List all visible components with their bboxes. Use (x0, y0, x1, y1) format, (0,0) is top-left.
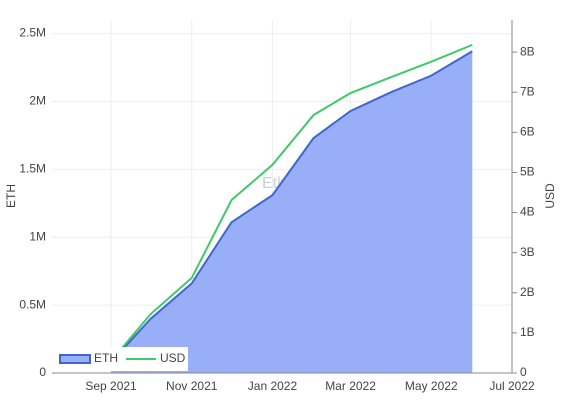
x-tick-label: Nov 2021 (166, 379, 218, 393)
area (111, 51, 473, 373)
y2-tick-label: 7B (520, 84, 535, 98)
legend-label: ETH (94, 351, 118, 365)
x-tick-label: Jul 2022 (489, 379, 535, 393)
line (110, 43, 473, 362)
x-tick-label: Sep 2021 (85, 379, 137, 393)
y2-tick-label: 0 (520, 365, 527, 379)
line (110, 50, 473, 363)
y-tick-label: 0.5M (19, 297, 46, 311)
legend-swatch (59, 354, 91, 364)
y2-tick-label: 2B (520, 285, 535, 299)
y2-axis-title: USD (543, 183, 557, 209)
y-tick-label: 1M (29, 229, 46, 243)
y2-tick-label: 4B (520, 205, 535, 219)
x-tick-label: Jan 2022 (248, 379, 298, 393)
y2-tick-label: 1B (520, 325, 535, 339)
y-tick-label: 1.5M (19, 162, 46, 176)
y2-tick-label: 6B (520, 124, 535, 138)
y2-tick-label: 5B (520, 165, 535, 179)
y-axis-title: ETH (4, 184, 18, 208)
x-tick-label: May 2022 (405, 379, 458, 393)
y-tick-label: 2.5M (19, 26, 46, 40)
x-tick-label: Mar 2022 (325, 379, 376, 393)
y2-tick-label: 8B (520, 44, 535, 58)
legend-label: USD (160, 351, 186, 365)
y-tick-label: 0 (39, 365, 46, 379)
y-tick-label: 2M (29, 94, 46, 108)
y2-tick-label: 3B (520, 245, 535, 259)
